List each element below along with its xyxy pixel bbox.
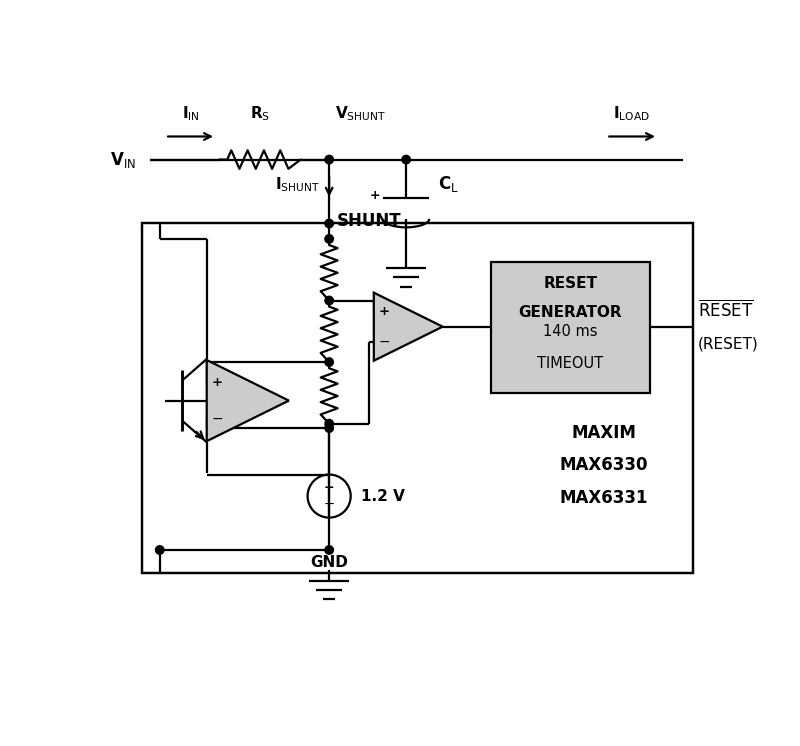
- Text: GENERATOR: GENERATOR: [518, 304, 622, 319]
- Polygon shape: [374, 292, 442, 361]
- Circle shape: [325, 296, 334, 304]
- Text: (RESET): (RESET): [698, 336, 758, 351]
- Text: −: −: [378, 335, 390, 349]
- Text: 1.2 V: 1.2 V: [362, 489, 406, 504]
- Text: I$_{\mathrm{LOAD}}$: I$_{\mathrm{LOAD}}$: [614, 104, 650, 123]
- Text: +: +: [370, 189, 381, 201]
- Circle shape: [325, 419, 334, 428]
- Text: GND: GND: [310, 554, 348, 570]
- Text: V$_{\mathrm{SHUNT}}$: V$_{\mathrm{SHUNT}}$: [335, 104, 386, 123]
- Text: +: +: [212, 376, 223, 389]
- Circle shape: [325, 155, 334, 164]
- Text: MAX6331: MAX6331: [559, 489, 648, 507]
- Text: MAXIM: MAXIM: [571, 424, 636, 442]
- Text: I$_{\mathrm{IN}}$: I$_{\mathrm{IN}}$: [182, 104, 199, 123]
- Polygon shape: [206, 360, 289, 441]
- Bar: [491, 262, 650, 393]
- Text: MAX6330: MAX6330: [559, 457, 648, 474]
- Circle shape: [325, 358, 334, 366]
- Circle shape: [325, 219, 334, 228]
- Text: V$_{\mathrm{IN}}$: V$_{\mathrm{IN}}$: [110, 150, 136, 169]
- Text: −: −: [212, 412, 223, 426]
- Bar: [142, 224, 694, 573]
- Circle shape: [155, 546, 164, 554]
- Text: +: +: [379, 305, 390, 318]
- Circle shape: [325, 424, 334, 433]
- Circle shape: [325, 235, 334, 243]
- Text: 140 ms: 140 ms: [543, 324, 598, 339]
- Text: C$_{\mathrm{L}}$: C$_{\mathrm{L}}$: [438, 175, 459, 194]
- Text: RESET: RESET: [543, 276, 598, 291]
- Text: R$_{\mathrm{S}}$: R$_{\mathrm{S}}$: [250, 104, 270, 123]
- Circle shape: [402, 155, 410, 164]
- Text: −: −: [323, 498, 334, 511]
- Text: +: +: [324, 481, 334, 495]
- Text: SHUNT: SHUNT: [337, 212, 402, 230]
- Text: $\overline{\mathrm{RESET}}$: $\overline{\mathrm{RESET}}$: [698, 299, 754, 320]
- Text: TIMEOUT: TIMEOUT: [538, 356, 604, 372]
- Text: I$_{\mathrm{SHUNT}}$: I$_{\mathrm{SHUNT}}$: [275, 175, 320, 193]
- Circle shape: [325, 546, 334, 554]
